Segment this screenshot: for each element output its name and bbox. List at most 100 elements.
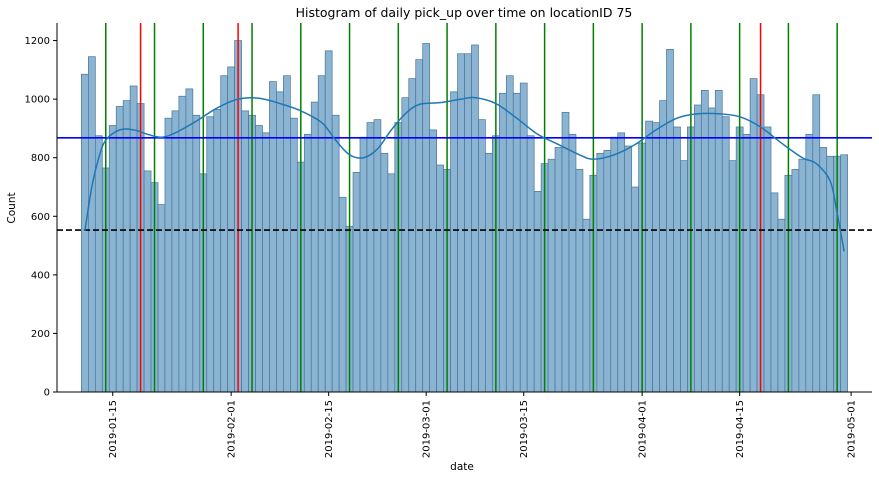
histogram-bar [464,53,472,393]
y-ticks-group: 0 200 400 600 800 1000 1200 [25,36,57,399]
histogram-bar [763,126,772,393]
x-tick-label: 2019-04-15 [735,400,746,458]
y-tick-label: 1200 [25,36,50,47]
histogram-bar [380,152,389,393]
histogram-bar [680,160,688,393]
histogram-bar [408,78,417,393]
histogram-bar [840,154,848,393]
histogram-bar [290,117,298,393]
y-tick-label: 200 [31,329,50,340]
histogram-bar [108,125,117,393]
histogram-bar [81,73,89,393]
histogram-bar [749,78,758,393]
histogram-bar [666,49,674,393]
y-tick-label: 800 [31,153,50,164]
histogram-bar [303,133,312,393]
reference-lines-group [57,137,872,231]
histogram-bar [415,59,424,393]
histogram-bar [283,75,291,393]
histogram-bar [450,91,458,393]
histogram-bar [617,132,626,393]
histogram-bar [436,164,444,393]
histogram-bar [276,91,284,393]
histogram-bar [185,88,194,393]
histogram-bar [505,75,514,393]
histogram-bar [652,122,660,393]
histogram-bar [533,191,542,393]
x-tick-label: 2019-04-01 [638,400,649,458]
histogram-bar [373,119,382,393]
histogram-bar [645,120,653,393]
histogram-bar [714,90,723,393]
histogram-bar [770,192,779,393]
y-tick-label: 600 [31,212,50,223]
histogram-bar [777,218,786,393]
histogram-bar [122,100,131,393]
x-tick-label: 2019-03-01 [422,400,433,458]
histogram-bar [575,169,584,393]
histogram-bar [673,126,681,393]
histogram-bar [255,125,263,393]
histogram-bar [603,150,612,393]
histogram-bar [519,82,528,393]
histogram-bar [812,94,821,393]
histogram-bar [798,158,807,393]
histogram-bar [269,81,277,393]
histogram-bar [429,129,437,393]
x-tick-label: 2019-02-15 [324,400,335,458]
x-axis-label: date [450,461,474,473]
histogram-bar [485,152,493,393]
y-tick-label: 0 [44,388,50,399]
histogram-bar [331,114,340,393]
histogram-bar [213,109,222,393]
histogram-bar [366,122,375,393]
histogram-bar [694,104,702,393]
histogram-bar [171,110,180,393]
histogram-bar [561,111,570,393]
histogram-bar [791,169,800,393]
y-tick-label: 400 [31,270,50,281]
histogram-bar [310,101,319,393]
kde-curve [84,96,845,252]
histogram-bar [87,56,96,393]
histogram-bar [547,158,556,393]
histogram-bar [728,160,737,393]
histogram-bar [422,43,431,393]
x-tick-label: 2019-03-15 [519,400,530,458]
histogram-bar [241,110,249,393]
histogram-bar [554,147,563,393]
histogram-bar [359,136,368,393]
histogram-bar [178,95,187,393]
histogram-bar [526,135,535,393]
histogram-bar [129,85,138,393]
axes-group [56,23,872,393]
x-tick-label: 2019-05-01 [847,400,858,458]
histogram-bar [115,106,124,393]
x-tick-label: 2019-01-15 [108,400,119,458]
chart-title: Histogram of daily pick_up over time on … [296,5,633,20]
histogram-bar [700,90,709,393]
histogram-bar [262,132,270,393]
histogram-bar [610,136,619,393]
histogram-bar [819,147,828,393]
y-tick-label: 1000 [25,95,50,106]
histogram-bar [220,75,229,393]
histogram-bar [478,119,486,393]
x-ticks-group: 2019-01-15 2019-02-01 2019-02-15 2019-03-01… [108,392,858,458]
histogram-bar [707,107,716,393]
histogram-bar [805,133,814,393]
histogram-bar [596,152,605,393]
histogram-bar [582,218,591,393]
y-axis-label: Count [6,192,18,223]
histogram-bar [324,50,333,393]
histogram-bar [352,172,361,393]
kde-group [84,96,845,252]
histogram-bar [192,114,201,393]
histogram-bar [721,116,730,393]
histogram-bar [401,97,410,393]
x-tick-label: 2019-02-01 [227,400,238,458]
histogram-bar [94,135,103,393]
histogram-bar [624,145,633,393]
